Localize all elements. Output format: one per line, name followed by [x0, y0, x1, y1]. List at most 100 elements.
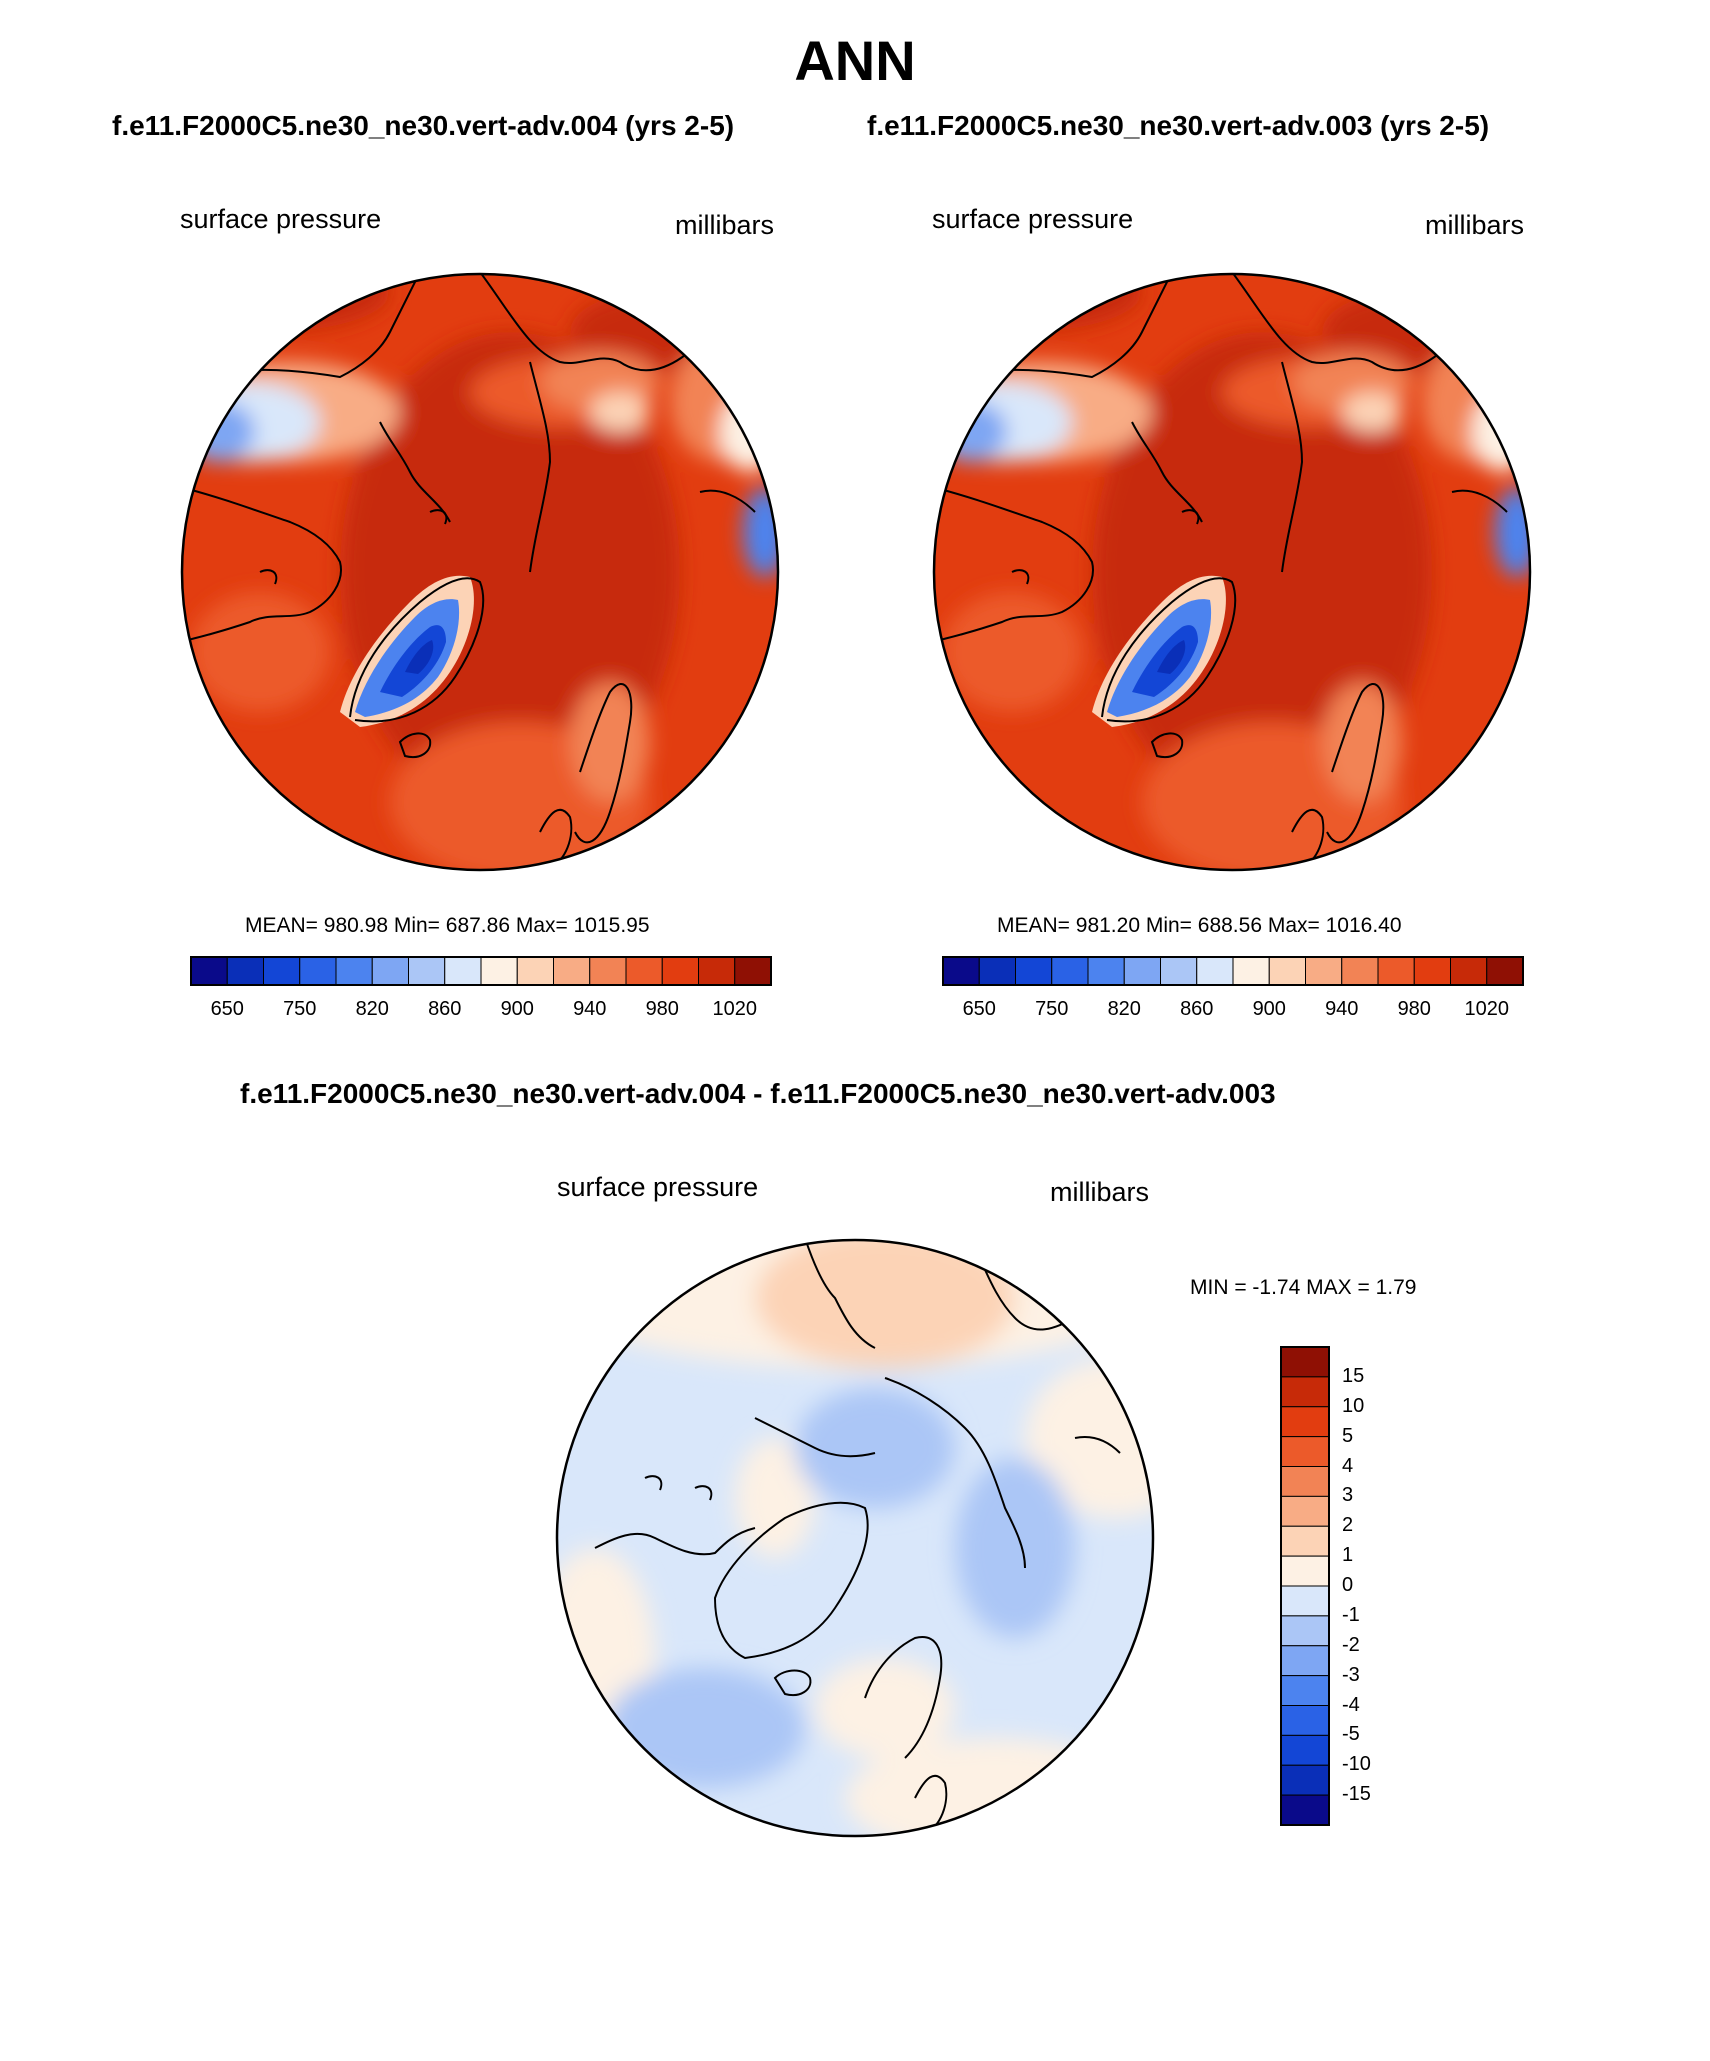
colorbar-swatch [1051, 956, 1089, 986]
panel1-colorbar [190, 956, 772, 986]
colorbar-swatch [371, 956, 409, 986]
field-low-w [937, 402, 1007, 462]
colorbar-swatch [226, 956, 264, 986]
colorbar-tick-label: 10 [1342, 1394, 1365, 1417]
colorbar-swatch [516, 956, 554, 986]
colorbar-swatch [1341, 956, 1379, 986]
field-neg-arctic [955, 1458, 1075, 1638]
panel2-colorbar [942, 956, 1524, 986]
colorbar-tick-label: -10 [1342, 1753, 1371, 1776]
panel1-map [180, 272, 780, 872]
panel3-colorbar-ticks: 15 10 5 4 3 2 1 0 -1 -2 -3 -4 -5 -10 -15 [1342, 1346, 1402, 1826]
colorbar-swatch [1280, 1734, 1330, 1766]
panel3-stats: MIN = -1.74 MAX = 1.79 [1190, 1276, 1417, 1299]
colorbar-swatch [1413, 956, 1451, 986]
colorbar-tick-label: -2 [1342, 1633, 1360, 1656]
colorbar-swatch [1305, 956, 1343, 986]
colorbar-outline [1280, 1346, 1330, 1826]
colorbar-outline [190, 956, 772, 986]
field-high-nw [934, 274, 1142, 332]
colorbar-swatch [1160, 956, 1198, 986]
colorbar-swatch [942, 956, 980, 986]
panel3-map [555, 1238, 1155, 1838]
panel3-left-label: surface pressure [557, 1172, 759, 1202]
colorbar-swatch [1280, 1525, 1330, 1557]
colorbar-tick-label: 980 [645, 998, 679, 1020]
colorbar-tick-label: 650 [210, 998, 244, 1020]
field-pos-n-2 [755, 1240, 1015, 1368]
page-title: ANN [794, 29, 916, 92]
colorbar-swatch [263, 956, 301, 986]
colorbar-tick-label: 820 [1107, 998, 1141, 1020]
field-low-w [185, 402, 255, 462]
colorbar-tick-label: 980 [1397, 998, 1431, 1020]
field-low-e [743, 487, 778, 577]
colorbar-swatch [1280, 1466, 1330, 1497]
map-border [555, 1238, 1155, 1838]
colorbar-swatch [1280, 1645, 1330, 1677]
panel2-title: f.e11.F2000C5.ne30_ne30.vert-adv.003 (yr… [867, 110, 1490, 141]
colorbar-swatch [589, 956, 627, 986]
field-mid-e [1422, 342, 1522, 462]
colorbar-tick-label: -4 [1342, 1693, 1360, 1716]
colorbar-swatch [1280, 1436, 1330, 1467]
field-mid-e [670, 342, 770, 462]
panel3-title: f.e11.F2000C5.ne30_ne30.vert-adv.004 - f… [240, 1078, 1276, 1109]
colorbar-swatch [978, 956, 1016, 986]
field-pos-e [1025, 1358, 1153, 1518]
colorbar-tick-label: 3 [1342, 1484, 1354, 1507]
panel2-map [932, 272, 1532, 872]
colorbar-tick-label: 1020 [712, 998, 758, 1020]
colorbar-swatch [1450, 956, 1488, 986]
colorbar-swatch [190, 956, 228, 986]
colorbar-tick-label: 0 [1342, 1574, 1354, 1596]
panel1-colorbar-ticks: 650 750 820 860 900 940 980 1020 [190, 998, 772, 1024]
colorbar-swatch [1280, 1346, 1330, 1378]
colorbar-swatch [1486, 956, 1524, 986]
field-pale-ne [1342, 392, 1402, 432]
colorbar-swatch [335, 956, 373, 986]
panel1-stats: MEAN= 980.98 Min= 687.86 Max= 1015.95 [245, 914, 650, 937]
colorbar-tick-label: 2 [1342, 1514, 1354, 1537]
coastlines [182, 274, 761, 868]
colorbar-swatch [1015, 956, 1053, 986]
colorbar-tick-label: 860 [1180, 998, 1214, 1020]
map-border [180, 272, 780, 872]
field-neg-siberia [795, 1388, 955, 1508]
colorbar-swatch [1280, 1764, 1330, 1796]
colorbar-swatch [1280, 1585, 1330, 1617]
colorbar-swatch [1280, 1406, 1330, 1438]
panel2-left-label: surface pressure [932, 204, 1134, 234]
colorbar-tick-label: -3 [1342, 1663, 1360, 1686]
panel1-left-label: surface pressure [180, 204, 382, 234]
field-pos-scand [815, 1658, 955, 1758]
colorbar-swatch [625, 956, 663, 986]
colorbar-tick-label: 5 [1342, 1424, 1354, 1447]
colorbar-outline [942, 956, 1524, 986]
field-scand [1322, 682, 1402, 802]
colorbar-tick-label: 940 [1325, 998, 1359, 1020]
colorbar-tick-label: 940 [573, 998, 607, 1020]
colorbar-swatch [408, 956, 446, 986]
field-pale-e [1472, 392, 1530, 472]
colorbar-tick-label: -1 [1342, 1603, 1360, 1626]
colorbar-tick-label: 750 [283, 998, 317, 1020]
colorbar-tick-label: 860 [428, 998, 462, 1020]
colorbar-swatch [698, 956, 736, 986]
field-scand [570, 682, 650, 802]
field-pale-e [720, 392, 778, 472]
colorbar-swatch [1280, 1495, 1330, 1527]
colorbar-tick-label: 1 [1342, 1544, 1354, 1567]
field-mid-sw [942, 592, 1082, 712]
colorbar-tick-label: 900 [1252, 998, 1286, 1020]
colorbar-swatch [1280, 1555, 1330, 1587]
panel2-stats: MEAN= 981.20 Min= 688.56 Max= 1016.40 [997, 914, 1402, 937]
colorbar-tick-label: 15 [1342, 1364, 1365, 1387]
field-pale-ne [590, 392, 650, 432]
field-low-e [1495, 487, 1530, 577]
colorbar-swatch [1123, 956, 1161, 986]
panel3-colorbar [1280, 1346, 1330, 1826]
colorbar-swatch [1268, 956, 1306, 986]
colorbar-swatch [553, 956, 591, 986]
panel2-right-label: millibars [1425, 210, 1525, 240]
